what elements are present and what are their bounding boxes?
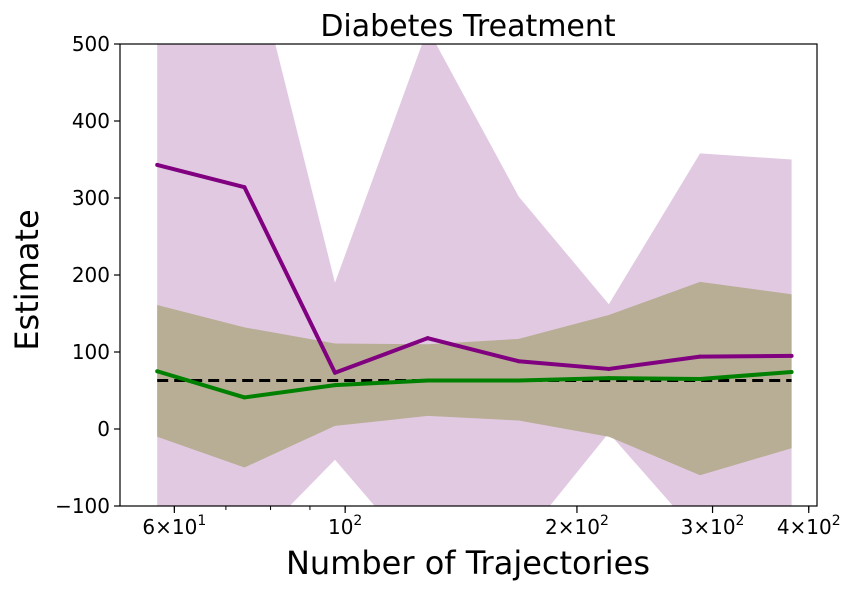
x-tick-label: 2×102 [545, 513, 609, 539]
x-tick-label: 6×101 [142, 513, 206, 539]
estimator-a-point [332, 370, 337, 375]
y-tick-label: 200 [72, 263, 110, 287]
estimator-a-point [425, 336, 430, 341]
estimator-b-point [698, 376, 703, 381]
estimator-b-point [332, 383, 337, 388]
estimator-b-point [606, 376, 611, 381]
estimator-b-point [242, 395, 247, 400]
estimator-a-point [606, 366, 611, 371]
estimator-b-line [156, 369, 792, 400]
y-axis-ticks: −100 0 100 200 300 400 500 [55, 32, 120, 518]
y-tick-label: −100 [55, 494, 110, 518]
y-tick-label: 300 [72, 186, 110, 210]
y-tick-label: 0 [97, 417, 110, 441]
x-tick-label: 4×102 [777, 513, 841, 539]
x-axis-ticks: 6×101 102 2×102 3×102 4×102 [142, 506, 841, 539]
estimator-a-point [516, 359, 521, 364]
y-tick-label: 400 [72, 109, 110, 133]
series-lines [155, 162, 794, 400]
chart-title: Diabetes Treatment [320, 9, 616, 44]
y-axis-label: Estimate [8, 209, 46, 350]
x-tick-label: 3×102 [681, 513, 745, 539]
estimator-b-point [789, 370, 794, 375]
estimator-a-point [789, 353, 794, 358]
estimator-b-point [425, 378, 430, 383]
x-axis-label: Number of Trajectories [286, 544, 650, 582]
y-tick-label: 500 [72, 32, 110, 56]
estimator-a-point [698, 354, 703, 359]
estimator-a-line [156, 162, 792, 375]
estimator-b-point [155, 369, 160, 374]
estimator-a-point [155, 162, 160, 167]
x-tick-label: 102 [328, 513, 362, 539]
estimator-a-point [242, 185, 247, 190]
y-tick-label: 100 [72, 340, 110, 364]
estimator-b-point [516, 378, 521, 383]
